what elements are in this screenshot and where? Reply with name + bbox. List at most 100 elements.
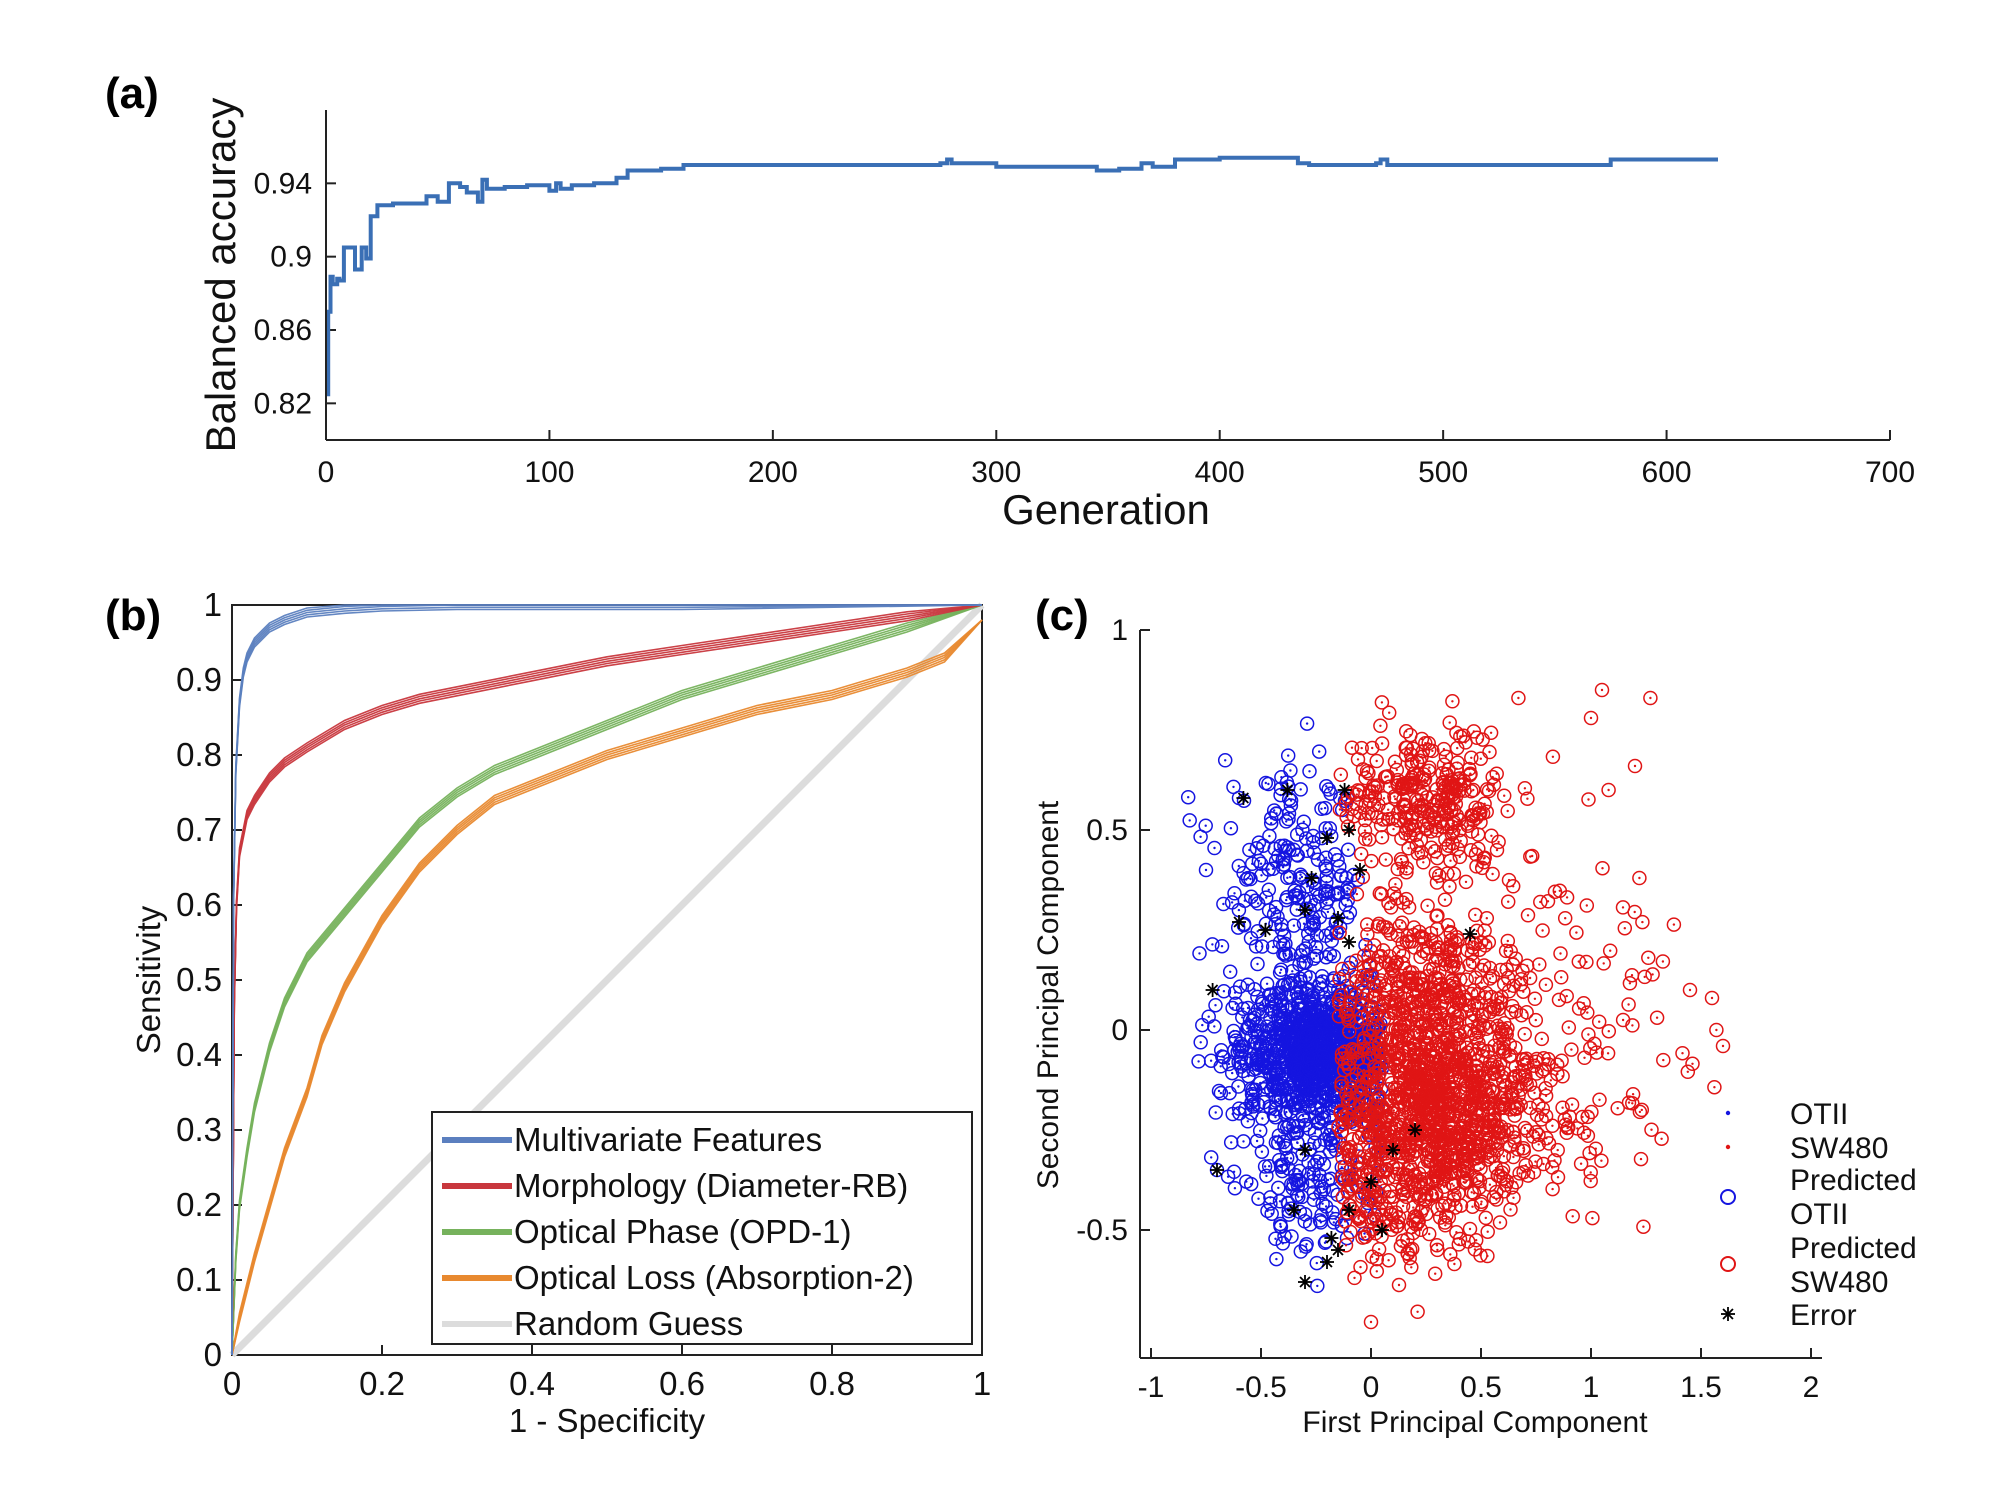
otii-point-dot bbox=[1312, 957, 1316, 960]
otii-point-dot bbox=[1274, 1094, 1277, 1097]
otii-point bbox=[1299, 901, 1314, 916]
otii-point bbox=[1198, 818, 1213, 833]
otii-point-dot bbox=[1265, 1174, 1268, 1178]
otii-point bbox=[1318, 1234, 1334, 1249]
otii-point-dot bbox=[1325, 880, 1328, 884]
otii-point bbox=[1293, 1016, 1309, 1031]
otii-point bbox=[1235, 1010, 1250, 1025]
otii-point bbox=[1223, 1135, 1239, 1150]
otii-point bbox=[1262, 828, 1277, 844]
otii-point-dot bbox=[1222, 902, 1225, 906]
otii-point-dot bbox=[1328, 827, 1332, 830]
otii-point bbox=[1227, 985, 1243, 1000]
otii-point-dot bbox=[1271, 867, 1275, 870]
otii-point-dot bbox=[1340, 1166, 1344, 1169]
otii-point bbox=[1310, 986, 1326, 1001]
otii-point-dot bbox=[1275, 991, 1278, 995]
otii-point bbox=[1248, 939, 1264, 954]
sw480-point-dot bbox=[1438, 1118, 1441, 1121]
otii-point-dot bbox=[1253, 988, 1256, 991]
sw480-point-dot bbox=[1472, 1192, 1476, 1195]
otii-point bbox=[1268, 1135, 1284, 1150]
sw480-point-dot bbox=[1347, 1176, 1350, 1179]
otii-point bbox=[1273, 962, 1289, 978]
chart-c-xtick-label: 0 bbox=[1363, 1371, 1380, 1404]
otii-point-dot bbox=[1209, 1059, 1213, 1062]
otii-point bbox=[1269, 1027, 1285, 1042]
chart-b-ytick-label: 0.8 bbox=[176, 736, 222, 773]
sw480-point-dot bbox=[1386, 1118, 1389, 1121]
otii-point bbox=[1271, 1091, 1286, 1107]
sw480-point-dot bbox=[1475, 1239, 1478, 1242]
legend-item-optical-phase-opd-1-label: Optical Phase (OPD-1) bbox=[514, 1213, 851, 1250]
sw480-point-dot bbox=[1362, 1076, 1366, 1079]
otii-point-dot bbox=[1293, 889, 1296, 892]
otii-point-dot bbox=[1292, 1182, 1295, 1186]
otii-point-dot bbox=[1291, 1187, 1294, 1190]
otii-point-dot bbox=[1259, 1046, 1262, 1049]
chart-a-xtick-label: 300 bbox=[971, 456, 1021, 489]
otii-point-dot bbox=[1249, 877, 1252, 881]
otii-point bbox=[1248, 893, 1263, 908]
otii-point-dot bbox=[1324, 1036, 1328, 1039]
otii-point-dot bbox=[1285, 898, 1288, 902]
otii-point-dot bbox=[1299, 954, 1303, 957]
chart-b-ytick-label: 0.6 bbox=[176, 886, 222, 923]
otii-point-dot bbox=[1296, 897, 1299, 900]
otii-point-dot bbox=[1207, 1015, 1210, 1018]
otii-point-dot bbox=[1316, 858, 1320, 861]
otii-point-dot bbox=[1284, 1144, 1287, 1147]
otii-point-dot bbox=[1237, 1085, 1240, 1088]
otii-point-dot bbox=[1282, 934, 1286, 938]
otii-point bbox=[1286, 1176, 1301, 1192]
otii-point-dot bbox=[1262, 1088, 1266, 1091]
otii-point-dot bbox=[1320, 1065, 1323, 1068]
otii-point-dot bbox=[1204, 868, 1208, 872]
sw480-point-dot bbox=[1484, 1086, 1487, 1090]
otii-point bbox=[1253, 1040, 1268, 1055]
otii-point bbox=[1242, 842, 1257, 858]
otii-point bbox=[1230, 1044, 1245, 1060]
sw480-point-dot bbox=[1411, 971, 1414, 974]
otii-point-dot bbox=[1324, 856, 1328, 859]
otii-point-dot bbox=[1312, 1172, 1315, 1176]
sw480-point-dot bbox=[1361, 1133, 1364, 1137]
chart-c-xtick-label: -0.5 bbox=[1235, 1371, 1287, 1404]
sw480-point-dot bbox=[1570, 1103, 1574, 1106]
otii-point-dot bbox=[1220, 945, 1224, 948]
otii-point bbox=[1264, 1206, 1279, 1222]
otii-point bbox=[1254, 868, 1269, 883]
otii-point-dot bbox=[1214, 1111, 1217, 1114]
otii-point bbox=[1261, 882, 1277, 898]
otii-point-dot bbox=[1288, 952, 1291, 956]
otii-point-dot bbox=[1277, 1072, 1280, 1075]
chart-c-ticks: -1 -0.5 0 0.5 1 1.5 2-0.500.51 bbox=[1076, 614, 1819, 1404]
otii-point bbox=[1250, 1057, 1266, 1072]
sw480-point-dot bbox=[1551, 1124, 1554, 1128]
otii-point-dot bbox=[1214, 1004, 1217, 1007]
sw480-point-dot bbox=[1387, 1088, 1390, 1091]
otii-point bbox=[1270, 909, 1285, 925]
otii-point-dot bbox=[1250, 1087, 1253, 1091]
chart-b-xlabel: 1 - Specificity bbox=[509, 1402, 706, 1439]
otii-point-dot bbox=[1255, 847, 1259, 850]
otii-point-dot bbox=[1187, 796, 1190, 799]
sw480-point-dot bbox=[1385, 1146, 1388, 1150]
otii-point-dot bbox=[1256, 1042, 1259, 1046]
otii-point-dot bbox=[1280, 776, 1283, 779]
otii-point bbox=[1244, 1105, 1259, 1121]
otii-point-dot bbox=[1322, 1188, 1326, 1191]
otii-point-dot bbox=[1302, 922, 1306, 925]
sw480-point-dot bbox=[1379, 1005, 1383, 1008]
otii-point-dot bbox=[1318, 1041, 1322, 1045]
sw480-point-dot bbox=[1428, 1232, 1431, 1236]
otii-point-dot bbox=[1233, 1187, 1237, 1190]
otii-point bbox=[1318, 883, 1333, 898]
otii-point-dot bbox=[1318, 1144, 1321, 1147]
otii-point-dot bbox=[1333, 893, 1337, 896]
otii-point-dot bbox=[1308, 770, 1311, 773]
otii-point-dot bbox=[1232, 1170, 1236, 1174]
otii-point bbox=[1318, 949, 1334, 965]
otii-point-dot bbox=[1324, 1047, 1327, 1051]
